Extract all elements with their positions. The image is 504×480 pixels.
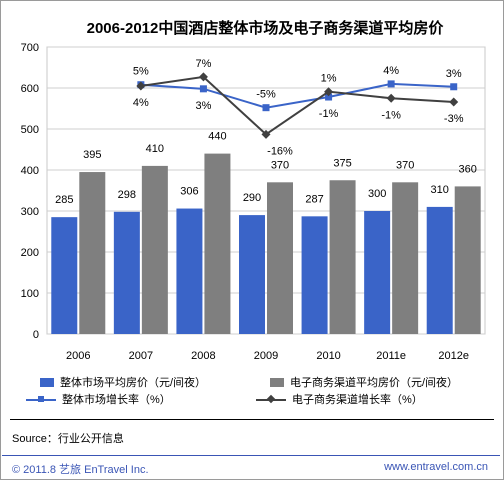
line-ecommerce-growth <box>140 75 454 136</box>
growth-label-ecommerce: -16% <box>267 145 293 157</box>
copyright-text: © 2011.8 艺旅 EnTravel Inc. <box>12 464 149 476</box>
growth-label-ecommerce: 4% <box>133 97 149 109</box>
marker-overall-growth <box>325 93 333 101</box>
bar-ecommerce-price <box>392 182 419 334</box>
x-tick-label: 2007 <box>129 350 153 362</box>
legend-label: 整体市场增长率（%） <box>62 394 171 406</box>
bar-ecommerce-price <box>79 172 106 334</box>
marker-overall-growth <box>262 104 270 112</box>
bar-label-overall: 285 <box>55 194 73 206</box>
chart-title: 2006-2012中国酒店整体市场及电子商务渠道平均房价 <box>87 19 445 37</box>
bar-ecommerce-price <box>267 182 293 334</box>
y-tick-label: 200 <box>21 247 39 259</box>
legend-swatch-dark-line <box>256 394 286 404</box>
growth-label-overall: 3% <box>446 68 462 80</box>
bar-label-overall: 300 <box>368 188 386 200</box>
legend-item-overall-growth: 整体市场增长率（%） <box>26 391 171 407</box>
legend-item-ecommerce-price: 电子商务渠道平均房价（元/间夜） <box>270 374 458 390</box>
website-link[interactable]: www.entravel.com.cn <box>384 461 488 473</box>
x-tick-label: 2011e <box>376 350 406 362</box>
growth-label-overall: -5% <box>256 89 276 101</box>
bar-label-ecommerce: 360 <box>459 163 477 175</box>
bar-label-overall: 306 <box>180 186 198 198</box>
bar-ecommerce-price <box>329 180 356 334</box>
bar-overall-price <box>426 206 453 334</box>
growth-label-overall: 4% <box>383 65 399 77</box>
y-tick-label: 0 <box>33 329 39 341</box>
x-tick-label: 2008 <box>191 350 215 362</box>
bar-label-ecommerce: 375 <box>333 157 351 169</box>
growth-label-overall: 5% <box>133 66 149 78</box>
footer-rule <box>2 455 500 456</box>
data-labels: 285 298 306 290 287 300 310 395 410 440 370 375 370 3… <box>55 58 477 206</box>
legend-swatch-blue-line <box>26 395 56 404</box>
bar-label-overall: 287 <box>305 193 323 205</box>
bar-label-ecommerce: 370 <box>271 159 289 171</box>
y-tick-label: 600 <box>21 83 39 95</box>
y-tick-label: 300 <box>21 206 39 218</box>
legend-item-overall-price: 整体市场平均房价（元/间夜） <box>40 374 206 390</box>
marker-ecommerce-growth <box>198 72 208 82</box>
bar-overall-price <box>51 217 78 334</box>
axes: 0 100 200 300 400 500 600 700 2006 2007 2008 2009 20… <box>21 42 469 362</box>
x-tick-label: 2012e <box>438 350 469 362</box>
marker-ecommerce-growth <box>261 129 271 139</box>
separator-line <box>10 419 494 420</box>
marker-ecommerce-growth <box>386 93 396 103</box>
bar-ecommerce-price <box>454 186 481 334</box>
growth-label-ecommerce: 7% <box>195 58 211 70</box>
bar-overall-price <box>113 211 140 334</box>
legend-item-ecommerce-growth: 电子商务渠道增长率（%） <box>256 391 423 407</box>
growth-lines <box>136 72 459 139</box>
bar-overall-price <box>301 216 328 334</box>
marker-ecommerce-growth <box>449 97 459 107</box>
y-tick-label: 500 <box>21 124 39 136</box>
bar-overall-price <box>176 208 203 334</box>
bar-label-ecommerce: 370 <box>396 159 414 171</box>
growth-label-ecommerce: 1% <box>321 73 337 85</box>
legend-swatch-gray <box>270 377 284 387</box>
bars <box>51 153 481 334</box>
bar-ecommerce-price <box>204 153 231 334</box>
legend-swatch-blue <box>40 377 54 387</box>
marker-overall-growth <box>450 83 458 91</box>
growth-label-ecommerce: -1% <box>381 109 401 121</box>
marker-ecommerce-growth <box>136 81 146 91</box>
y-tick-label: 100 <box>21 288 39 300</box>
grid-lines <box>46 46 486 335</box>
growth-label-ecommerce: -3% <box>444 113 464 125</box>
x-tick-label: 2009 <box>254 350 278 362</box>
y-tick-label: 700 <box>21 42 39 54</box>
bar-overall-price <box>239 215 265 334</box>
bar-label-ecommerce: 410 <box>146 143 164 155</box>
bar-ecommerce-price <box>141 165 168 334</box>
legend-label: 电子商务渠道平均房价（元/间夜） <box>290 377 459 389</box>
x-tick-label: 2010 <box>316 350 340 362</box>
growth-label-overall: -1% <box>319 108 339 120</box>
legend-label: 整体市场平均房价（元/间夜） <box>60 377 207 389</box>
growth-label-overall: 3% <box>195 100 211 112</box>
marker-overall-growth <box>199 85 207 93</box>
bar-label-overall: 310 <box>431 184 449 196</box>
bar-label-overall: 290 <box>243 192 261 204</box>
bar-label-ecommerce: 395 <box>83 149 101 161</box>
line-overall-growth <box>140 82 454 109</box>
bar-label-ecommerce: 440 <box>208 131 226 143</box>
source-text: Source：行业公开信息 <box>12 433 124 445</box>
bar-overall-price <box>364 211 391 334</box>
legend-label: 电子商务渠道增长率（%） <box>292 394 423 406</box>
marker-ecommerce-growth <box>324 87 334 97</box>
y-tick-label: 400 <box>21 165 39 177</box>
bar-label-overall: 298 <box>118 189 136 201</box>
marker-overall-growth <box>387 80 395 88</box>
x-tick-label: 2006 <box>66 350 90 362</box>
